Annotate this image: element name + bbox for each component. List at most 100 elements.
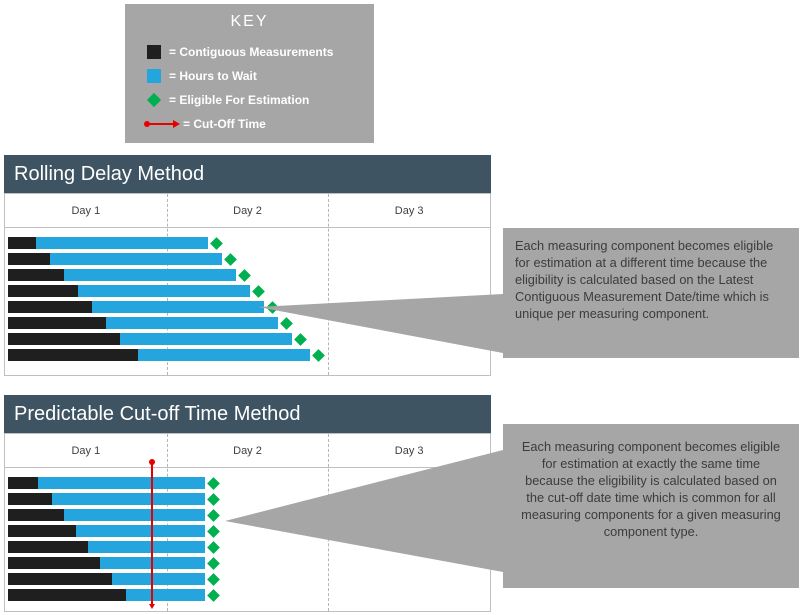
measurement-row (8, 348, 487, 362)
day-header-row: Day 1 Day 2 Day 3 (5, 194, 490, 228)
legend-item-label: = Contiguous Measurements (169, 45, 334, 59)
legend-item-label: = Eligible For Estimation (169, 93, 310, 107)
cutoff-arrow-icon (144, 120, 180, 128)
contiguous-measurement-bar (8, 589, 126, 601)
measurement-row (8, 476, 487, 490)
eligible-for-estimation-icon (207, 524, 220, 538)
measurement-row (8, 540, 487, 554)
day-label: Day 2 (233, 204, 262, 217)
day-header-row: Day 1 Day 2 Day 3 (5, 434, 490, 468)
eligible-for-estimation-icon (266, 300, 279, 314)
wait-swatch-icon (147, 69, 161, 83)
measurement-row (8, 252, 487, 266)
measurement-row (8, 300, 487, 314)
eligible-for-estimation-icon (207, 492, 220, 506)
contiguous-measurement-bar (8, 525, 76, 537)
legend-item: = Hours to Wait (147, 64, 374, 88)
hours-to-wait-bar (36, 237, 208, 249)
day-divider-line (166, 434, 168, 611)
predictable-cutoff-timeline: Day 1 Day 2 Day 3 (4, 433, 491, 612)
day-label: Day 3 (394, 444, 424, 457)
legend-item-label: = Hours to Wait (169, 69, 257, 83)
hours-to-wait-bar (120, 333, 292, 345)
eligible-for-estimation-icon (207, 476, 220, 490)
callout-rolling-delay: Each measuring component becomes eligibl… (503, 228, 799, 358)
measurement-row (8, 556, 487, 570)
measurement-row (8, 316, 487, 330)
eligible-for-estimation-icon (207, 540, 220, 554)
legend-key-box: KEY = Contiguous Measurements = Hours to … (125, 4, 374, 143)
contiguous-measurement-bar (8, 317, 106, 329)
eligible-for-estimation-icon (207, 588, 220, 602)
contiguous-measurement-bar (8, 509, 64, 521)
section-header-predictable-cutoff: Predictable Cut-off Time Method (4, 395, 491, 433)
eligible-for-estimation-icon (238, 268, 251, 282)
measurement-row (8, 492, 487, 506)
eligible-for-estimation-icon (210, 236, 223, 250)
hours-to-wait-bar (78, 285, 250, 297)
hours-to-wait-bar (92, 301, 264, 313)
day-divider-line (166, 194, 168, 375)
hours-to-wait-bar (112, 573, 205, 585)
contiguous-measurement-bar (8, 477, 38, 489)
eligible-for-estimation-icon (294, 332, 307, 346)
contiguous-measurement-bar (8, 349, 138, 361)
day-label: Day 1 (71, 204, 101, 217)
hours-to-wait-bar (64, 269, 236, 281)
eligible-for-estimation-icon (207, 556, 220, 570)
contiguous-measurement-bar (8, 253, 50, 265)
legend-title: KEY (230, 13, 269, 30)
eligible-for-estimation-icon (207, 572, 220, 586)
hours-to-wait-bar (38, 477, 205, 489)
measurement-row (8, 524, 487, 538)
day-label: Day 3 (394, 204, 424, 217)
contiguous-measurement-bar (8, 493, 52, 505)
contiguous-measurement-bar (8, 269, 64, 281)
measurement-row (8, 268, 487, 282)
legend-item-label: = Cut-Off Time (183, 117, 266, 131)
section-header-rolling-delay: Rolling Delay Method (4, 155, 491, 193)
contiguous-measurement-bar (8, 285, 78, 297)
hours-to-wait-bar (106, 317, 278, 329)
contiguous-measurement-bar (8, 541, 88, 553)
measurement-row (8, 332, 487, 346)
contiguous-swatch-icon (147, 45, 161, 59)
contiguous-measurement-bar (8, 557, 100, 569)
chart-rows (8, 228, 487, 375)
eligible-diamond-icon (146, 92, 162, 108)
hours-to-wait-bar (88, 541, 205, 553)
rolling-delay-timeline: Day 1 Day 2 Day 3 (4, 193, 491, 376)
chart-rows (8, 468, 487, 611)
section-title: Predictable Cut-off Time Method (14, 403, 301, 425)
eligible-for-estimation-icon (207, 508, 220, 522)
eligible-for-estimation-icon (280, 316, 293, 330)
hours-to-wait-bar (52, 493, 205, 505)
contiguous-measurement-bar (8, 333, 120, 345)
cutoff-time-line (149, 459, 155, 609)
measurement-row (8, 572, 487, 586)
eligible-for-estimation-icon (224, 252, 237, 266)
legend-items: = Contiguous Measurements = Hours to Wait… (144, 40, 374, 136)
hours-to-wait-bar (126, 589, 205, 601)
callout-text: Each measuring component becomes eligibl… (521, 439, 781, 540)
measurement-row (8, 588, 487, 602)
hours-to-wait-bar (76, 525, 205, 537)
day-divider-line (328, 194, 330, 375)
legend-item: = Cut-Off Time (144, 112, 374, 136)
day-label: Day 2 (233, 444, 262, 457)
eligible-for-estimation-icon (312, 348, 325, 362)
contiguous-measurement-bar (8, 573, 112, 585)
hours-to-wait-bar (64, 509, 205, 521)
legend-item: = Eligible For Estimation (146, 88, 374, 112)
day-label: Day 1 (71, 444, 101, 457)
section-title: Rolling Delay Method (14, 163, 205, 185)
legend-item: = Contiguous Measurements (147, 40, 374, 64)
eligible-for-estimation-icon (252, 284, 265, 298)
measurement-row (8, 508, 487, 522)
measurement-row (8, 284, 487, 298)
measurement-row (8, 236, 487, 250)
callout-text: Each measuring component becomes eligibl… (515, 238, 774, 322)
contiguous-measurement-bar (8, 301, 92, 313)
hours-to-wait-bar (138, 349, 310, 361)
